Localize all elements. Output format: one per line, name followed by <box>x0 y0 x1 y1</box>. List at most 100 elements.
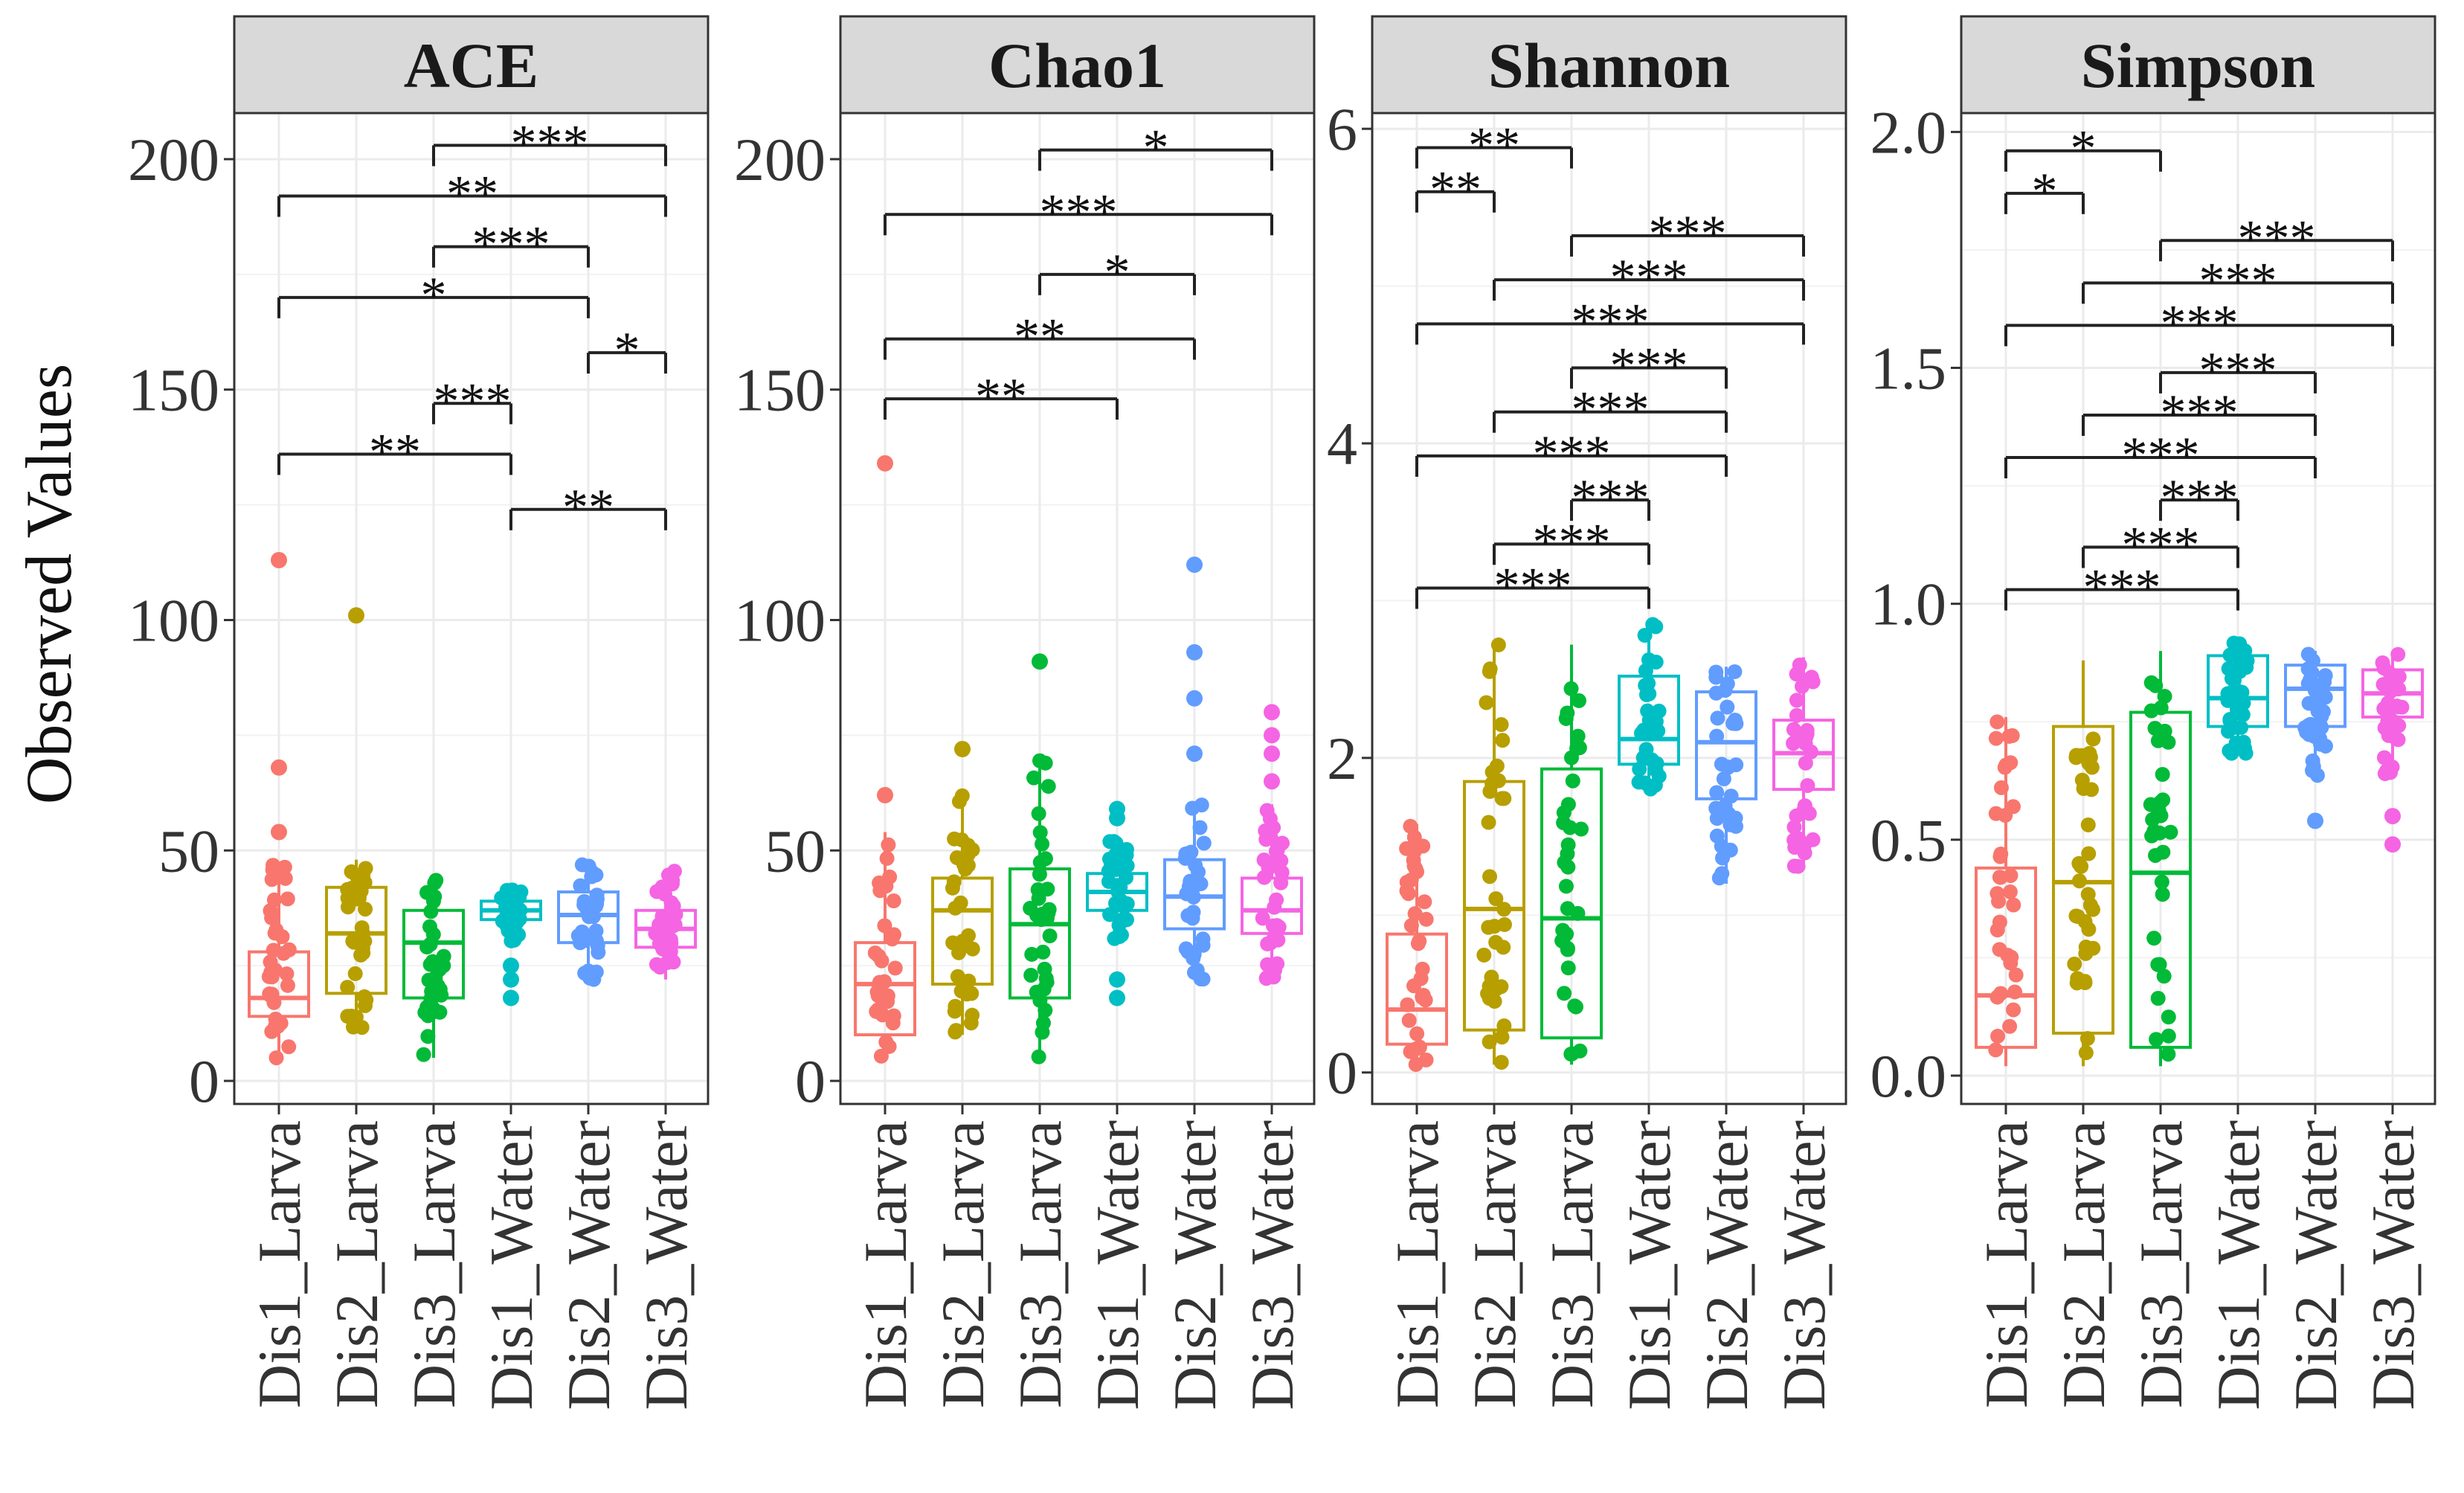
data-point <box>1406 978 1422 994</box>
data-point <box>2002 884 2018 899</box>
data-point <box>1031 890 1046 906</box>
data-point <box>965 1007 980 1023</box>
data-point <box>266 858 281 873</box>
panel-strip <box>233 15 710 115</box>
significance-label: *** <box>2238 210 2316 267</box>
data-point <box>420 1008 436 1024</box>
box-dis3-larva <box>1009 653 1071 1065</box>
significance-label: *** <box>1040 184 1118 241</box>
outlier-point <box>1264 745 1280 762</box>
significance-label: * <box>2032 163 2058 220</box>
plot-area <box>1961 113 2435 1104</box>
outlier-point <box>1264 727 1280 744</box>
significance-bracket: *** <box>2082 385 2317 442</box>
outlier-point <box>1109 800 1125 818</box>
significance-bracket: * <box>277 267 590 324</box>
data-point <box>2152 825 2167 841</box>
data-point <box>1709 785 1725 800</box>
significance-label: *** <box>2161 469 2239 527</box>
outlier-point <box>1109 989 1125 1006</box>
data-point <box>358 992 374 1008</box>
y-tick-label: 0.0 <box>1870 1042 1947 1110</box>
data-point <box>1557 986 1572 1001</box>
data-point <box>2004 728 2020 743</box>
data-point <box>2003 867 2019 883</box>
outlier-point <box>1186 690 1203 707</box>
box-iqr <box>2284 664 2346 728</box>
significance-bracket: ** <box>1415 161 1496 219</box>
data-point <box>263 954 278 970</box>
outlier-point <box>1186 556 1203 574</box>
data-point <box>422 957 438 972</box>
data-point <box>1399 883 1415 899</box>
data-point <box>268 1011 283 1027</box>
y-tick-label: 100 <box>128 586 219 654</box>
data-point <box>280 891 295 907</box>
data-point <box>1042 928 1058 944</box>
significance-label: * <box>1143 120 1169 177</box>
significance-label: *** <box>2161 295 2239 352</box>
y-tick-label: 6 <box>1327 95 1357 163</box>
data-point <box>588 898 604 914</box>
data-point <box>2074 858 2089 874</box>
data-point <box>1988 1042 2004 1058</box>
data-point <box>1786 722 1801 737</box>
data-point <box>588 933 604 948</box>
significance-label: *** <box>2083 559 2161 617</box>
outlier-point <box>271 823 287 841</box>
significance-label: * <box>614 322 640 379</box>
data-point <box>2070 908 2085 924</box>
box-dis2-water <box>557 857 620 987</box>
data-point <box>513 884 529 899</box>
data-point <box>664 875 680 890</box>
data-point <box>2394 699 2410 715</box>
data-point <box>1992 914 2007 930</box>
data-point <box>2150 991 2166 1006</box>
data-point <box>1560 859 1576 875</box>
data-point <box>1415 961 1430 977</box>
data-point <box>1480 986 1496 1001</box>
box-dis1-larva <box>1386 818 1448 1072</box>
data-point <box>1407 906 1423 922</box>
significance-bracket: ** <box>277 166 667 223</box>
significance-label: ** <box>1429 161 1482 219</box>
data-point <box>1403 918 1419 934</box>
box-dis1-water <box>1086 800 1148 1006</box>
data-point <box>1255 911 1270 926</box>
y-tick-label: 150 <box>128 356 219 424</box>
box-dis3-water <box>1241 704 1303 986</box>
data-point <box>1643 781 1659 797</box>
outlier-point <box>1264 704 1280 721</box>
outlier-point <box>271 551 287 568</box>
significance-label: ** <box>1014 309 1066 366</box>
data-point <box>1709 728 1725 744</box>
data-point <box>1786 736 1801 751</box>
data-point <box>436 948 451 964</box>
data-point <box>1482 783 1498 799</box>
x-tick-label: Dis3_Water <box>1770 1120 1838 1410</box>
x-tick-label: Dis1_Water <box>1084 1120 1151 1410</box>
data-point <box>1798 755 1813 771</box>
data-point <box>1482 869 1498 884</box>
data-point <box>2006 897 2021 913</box>
significance-label: *** <box>1533 426 1611 483</box>
data-point <box>1988 731 2004 746</box>
outlier-point <box>1186 643 1203 661</box>
data-point <box>2305 762 2320 778</box>
data-point <box>2377 765 2393 781</box>
panel-border <box>1371 112 1847 1105</box>
data-point <box>2082 897 2098 913</box>
data-point <box>1196 835 1212 851</box>
box-dis1-water <box>2207 635 2269 761</box>
outlier-point <box>877 786 893 803</box>
data-point <box>1101 874 1116 890</box>
significance-bracket: *** <box>1570 205 1805 263</box>
y-tick-label: 200 <box>128 126 219 193</box>
significance-label: ** <box>562 479 614 536</box>
data-point <box>1035 1024 1050 1040</box>
data-point <box>266 943 281 958</box>
x-tick-label: Dis2_Larva <box>1461 1120 1528 1408</box>
data-point <box>1801 806 1817 821</box>
y-tick-label: 50 <box>158 817 219 884</box>
box-iqr <box>1386 932 1448 1046</box>
